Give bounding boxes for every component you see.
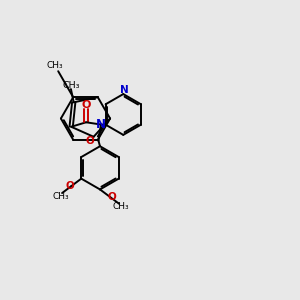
Text: O: O — [86, 136, 94, 146]
Text: N: N — [96, 118, 106, 131]
Text: CH₃: CH₃ — [62, 81, 80, 90]
Text: CH₃: CH₃ — [52, 191, 69, 200]
Text: O: O — [81, 100, 91, 110]
Text: CH₃: CH₃ — [46, 61, 63, 70]
Text: O: O — [65, 181, 74, 191]
Text: CH₃: CH₃ — [112, 202, 129, 211]
Text: O: O — [107, 192, 116, 202]
Text: N: N — [120, 85, 128, 95]
